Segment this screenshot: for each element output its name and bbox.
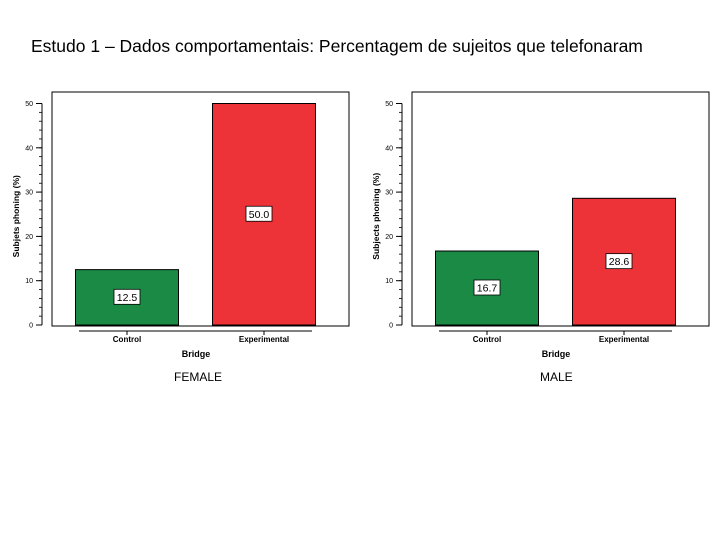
y-tick-label: 50	[385, 101, 393, 108]
female-chart-svg: 0 10 20 30 40 50 Subjets phoning (%) 12.5 Contro…	[11, 91, 350, 359]
female-caption: FEMALE	[174, 370, 223, 384]
y-tick-label: 30	[385, 190, 393, 197]
y-tick-label: 40	[385, 145, 393, 152]
male-chart: 0 10 20 30 40 50 Subjects phoning (%) 16.7 Contr…	[360, 80, 720, 370]
y-tick-label: 10	[25, 278, 33, 285]
data-label-box	[245, 205, 273, 222]
data-label-experimental: 50.0	[249, 209, 270, 221]
y-axis-title: Subjects phoning (%)	[371, 173, 381, 260]
y-tick-label: 30	[25, 190, 33, 197]
data-label-control: 12.5	[117, 292, 138, 304]
data-label-control: 16.7	[477, 283, 498, 295]
x-tick-label: Experimental	[239, 335, 289, 344]
x-axis-title: Bridge	[542, 349, 571, 359]
male-caption: MALE	[540, 370, 573, 384]
data-label-box	[605, 253, 633, 270]
x-tick-label: Experimental	[599, 335, 649, 344]
data-label-box	[113, 288, 141, 305]
x-tick-label: Control	[473, 335, 501, 344]
y-tick-label: 10	[385, 278, 393, 285]
y-tick-label: 50	[25, 101, 33, 108]
x-tick-label: Control	[113, 335, 141, 344]
page-title: Estudo 1 – Dados comportamentais: Percen…	[31, 36, 643, 56]
y-tick-label: 20	[25, 234, 33, 241]
y-tick-label: 20	[385, 234, 393, 241]
female-chart: 0 10 20 30 40 50 Subjets phoning (%) 12.5 Contro…	[0, 80, 360, 370]
y-tick-label: 40	[25, 145, 33, 152]
x-axis-title: Bridge	[182, 349, 211, 359]
y-tick-label: 0	[29, 323, 33, 330]
male-chart-svg: 0 10 20 30 40 50 Subjects phoning (%) 16.7 Contr…	[371, 91, 710, 359]
y-axis-title: Subjets phoning (%)	[11, 175, 21, 257]
y-tick-label: 0	[389, 323, 393, 330]
data-label-experimental: 28.6	[609, 256, 630, 268]
data-label-box	[473, 279, 501, 296]
